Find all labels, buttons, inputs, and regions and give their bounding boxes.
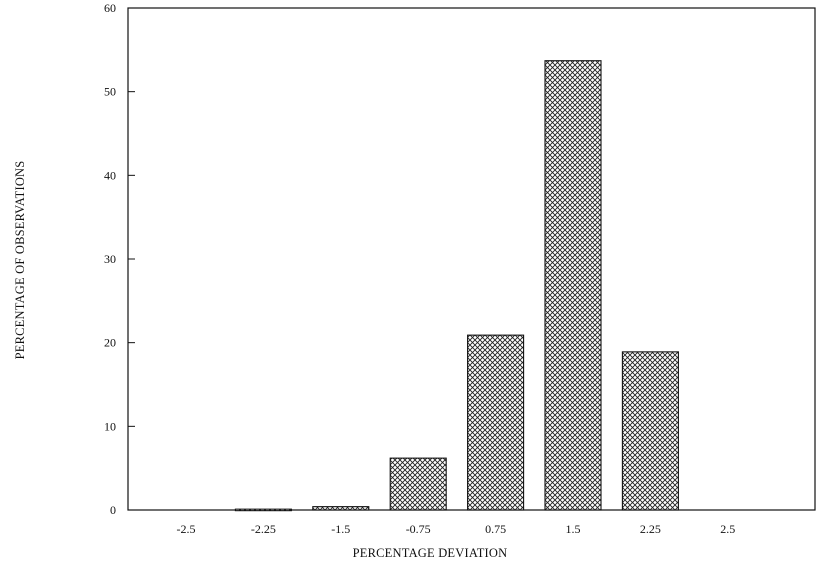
bar-2.25 [621,351,679,511]
x-tick-label: 1.5 [566,522,581,536]
bar-1.5 [544,60,602,511]
x-axis: -2.5 -2.25 -1.5 -0.75 0.75 1.5 2.25 2.5 [177,522,736,536]
bar--1.5 [312,506,370,511]
bar--2.25 [234,508,292,512]
bar--0.75 [389,457,447,511]
x-tick-label: -2.5 [177,522,196,536]
y-tick-label: 60 [104,1,116,15]
x-tick-label: -0.75 [406,522,431,536]
y-tick-label: 40 [104,168,116,182]
y-axis: 0 10 20 30 40 50 60 [104,1,135,517]
x-tick-label: 2.25 [640,522,661,536]
y-tick-label: 0 [110,503,116,517]
x-tick-label: -1.5 [331,522,350,536]
x-tick-label: -2.25 [251,522,276,536]
y-tick-label: 20 [104,336,116,350]
y-tick-label: 10 [104,419,116,433]
x-tick-label: 0.75 [485,522,506,536]
x-axis-title: PERCENTAGE DEVIATION [353,546,508,560]
y-tick-label: 30 [104,252,116,266]
bar-0.75 [467,334,525,511]
x-tick-label: 2.5 [720,522,735,536]
y-axis-title: PERCENTAGE OF OBSERVATIONS [13,161,27,360]
bars-group [234,60,679,512]
y-tick-label: 50 [104,85,116,99]
